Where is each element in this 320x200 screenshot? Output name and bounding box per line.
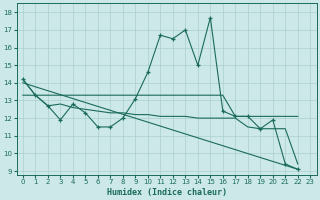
- X-axis label: Humidex (Indice chaleur): Humidex (Indice chaleur): [107, 188, 227, 197]
